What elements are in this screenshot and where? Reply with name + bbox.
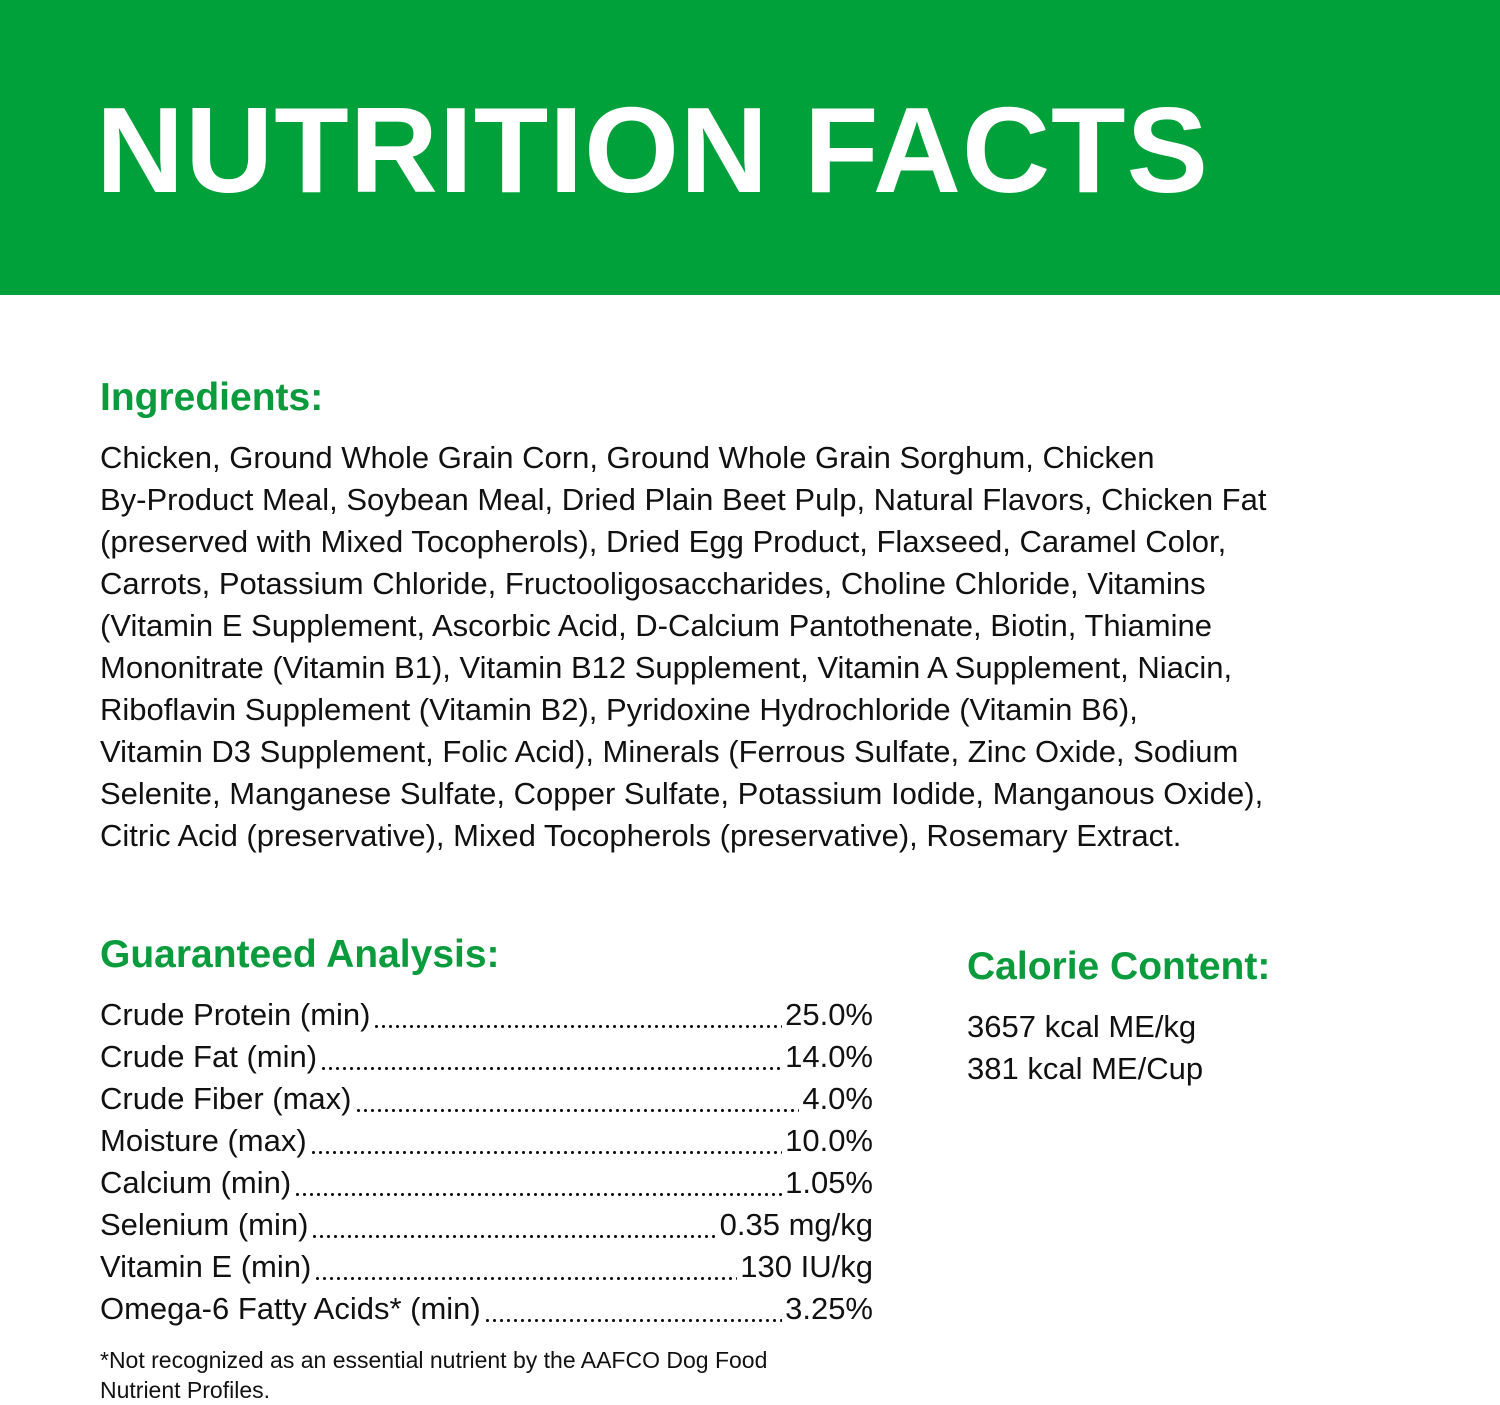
ingredients-line: (preserved with Mixed Tocopherols), Drie…	[100, 524, 1227, 559]
analysis-row: Calcium (min) 1.05%	[100, 1162, 873, 1204]
analysis-label: Calcium (min)	[100, 1165, 292, 1200]
analysis-row: Crude Fat (min) 14.0%	[100, 1036, 873, 1078]
footnote-line: Nutrient Profiles.	[100, 1377, 271, 1403]
ingredients-line: Selenite, Manganese Sulfate, Copper Sulf…	[100, 776, 1264, 811]
footnote-line: *Not recognized as an essential nutrient…	[100, 1347, 768, 1373]
dot-leader	[314, 1246, 738, 1288]
dot-leader	[483, 1288, 783, 1330]
analysis-value: 3.25%	[785, 1291, 873, 1326]
section-heading: Ingredients:	[100, 376, 324, 419]
analysis-row: Moisture (max) 10.0%	[100, 1120, 873, 1162]
ingredients-line: Carrots, Potassium Chloride, Fructooligo…	[100, 566, 1206, 601]
analysis-row: Crude Fiber (max) 4.0%	[100, 1078, 873, 1120]
ingredients-line: By-Product Meal, Soybean Meal, Dried Pla…	[100, 482, 1267, 517]
analysis-label: Crude Fiber (max)	[100, 1081, 352, 1116]
analysis-row: Vitamin E (min) 130 IU/kg	[100, 1246, 873, 1288]
ingredients-line: Mononitrate (Vitamin B1), Vitamin B12 Su…	[100, 650, 1233, 685]
analysis-label: Crude Fat (min)	[100, 1039, 318, 1074]
dot-leader	[294, 1162, 783, 1204]
analysis-row: Omega-6 Fatty Acids* (min) 3.25%	[100, 1288, 873, 1330]
ingredients-line: (Vitamin E Supplement, Ascorbic Acid, D-…	[100, 608, 1212, 643]
dot-leader	[309, 1120, 783, 1162]
section-heading: Guaranteed Analysis:	[100, 933, 500, 976]
ingredients-line: Vitamin D3 Supplement, Folic Acid), Mine…	[100, 734, 1239, 769]
header-title: NUTRITION FACTS	[96, 82, 1209, 218]
dot-leader	[354, 1078, 800, 1120]
analysis-value: 14.0%	[785, 1039, 873, 1074]
analysis-value: 4.0%	[802, 1081, 873, 1116]
ingredients-line: Riboflavin Supplement (Vitamin B2), Pyri…	[100, 692, 1138, 727]
analysis-value: 25.0%	[785, 997, 873, 1032]
analysis-value: 0.35 mg/kg	[719, 1207, 873, 1242]
dot-leader	[320, 1036, 783, 1078]
dot-leader	[311, 1204, 717, 1246]
analysis-label: Selenium (min)	[100, 1207, 309, 1242]
analysis-row: Selenium (min) 0.35 mg/kg	[100, 1204, 873, 1246]
analysis-value: 1.05%	[785, 1165, 873, 1200]
dot-leader	[373, 994, 783, 1036]
section-heading: Calorie Content:	[967, 945, 1271, 988]
calorie-line: 381 kcal ME/Cup	[967, 1051, 1204, 1086]
analysis-value: 130 IU/kg	[740, 1249, 873, 1284]
analysis-label: Moisture (max)	[100, 1123, 307, 1158]
ingredients-line: Chicken, Ground Whole Grain Corn, Ground…	[100, 440, 1155, 475]
analysis-value: 10.0%	[785, 1123, 873, 1158]
analysis-label: Crude Protein (min)	[100, 997, 371, 1032]
calorie-line: 3657 kcal ME/kg	[967, 1009, 1197, 1044]
analysis-row: Crude Protein (min) 25.0%	[100, 994, 873, 1036]
ingredients-line: Citric Acid (preservative), Mixed Tocoph…	[100, 818, 1182, 853]
analysis-label: Vitamin E (min)	[100, 1249, 312, 1284]
analysis-label: Omega-6 Fatty Acids* (min)	[100, 1291, 481, 1326]
header-band	[0, 0, 1500, 295]
